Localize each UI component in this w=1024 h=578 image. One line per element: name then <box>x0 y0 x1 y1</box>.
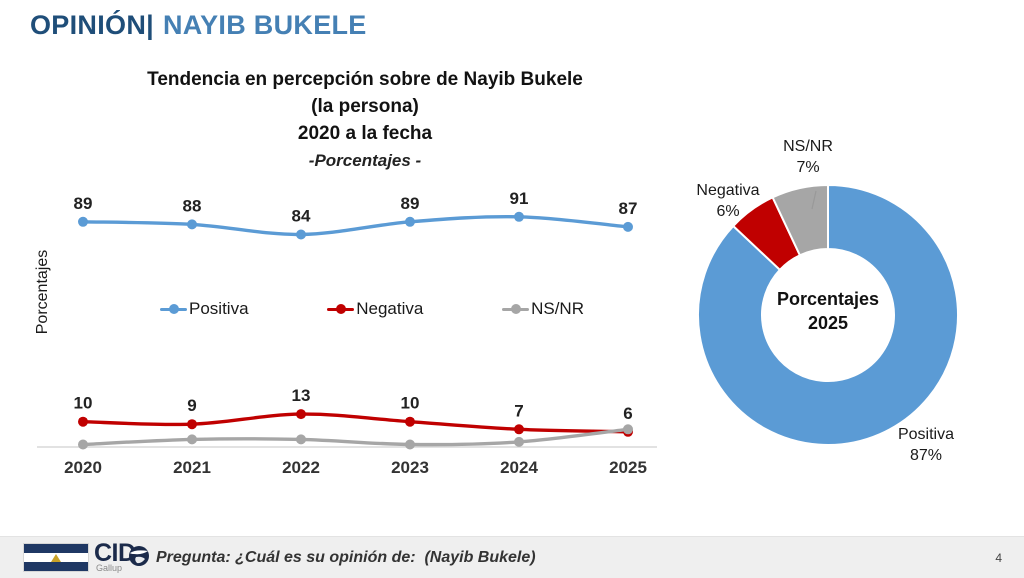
series-point-Positiva <box>623 221 633 232</box>
brand-name: CID <box>94 539 136 567</box>
page-number: 4 <box>995 550 1002 565</box>
data-label-Positiva: 91 <box>510 189 529 208</box>
legend-item-nsnr: NS/NR <box>502 299 584 319</box>
data-label-Negativa: 13 <box>292 386 311 405</box>
el-salvador-flag-icon <box>24 544 88 571</box>
series-point-NS/NR <box>78 439 88 450</box>
donut-chart-svg <box>697 183 959 446</box>
nsnr-line-marker-icon <box>502 303 530 315</box>
series-point-Negativa <box>296 409 306 420</box>
brand-sub: Gallup <box>96 563 123 573</box>
data-label-Negativa: 10 <box>74 394 93 413</box>
donut-slice-Positiva <box>697 183 959 446</box>
series-point-Positiva <box>187 219 197 230</box>
donut-label-positiva: Positiva 87% <box>897 426 955 464</box>
line-chart-svg: 2020 2021 2022 2023 2024 2025 89 88 84 89 91 87 10 9 1… <box>37 189 657 477</box>
legend-label-positiva: Positiva <box>189 299 249 318</box>
x-tick-label: 2021 <box>173 458 211 477</box>
donut-chart <box>678 165 978 465</box>
series-point-Positiva <box>514 211 524 222</box>
data-label-Positiva: 87 <box>619 199 638 218</box>
globe-icon <box>129 546 149 566</box>
legend-item-positiva: Positiva <box>160 299 249 319</box>
chart-title-line-3: 2020 a la fecha <box>297 123 433 144</box>
data-label-Negativa: 10 <box>401 394 420 413</box>
series-line-Negativa <box>81 412 630 434</box>
chart-title: Tendencia en percepción sobre de Nayib B… <box>80 66 650 174</box>
series-point-Negativa <box>78 416 88 427</box>
series-point-NS/NR <box>514 436 524 447</box>
donut-label-negativa: Negativa 6% <box>696 182 760 220</box>
legend-label-negativa: Negativa <box>356 299 424 318</box>
data-label-Positiva: 84 <box>292 207 311 226</box>
series-point-Positiva <box>405 216 415 227</box>
x-tick-label: 2022 <box>282 458 320 477</box>
legend-label-nsnr: NS/NR <box>531 299 584 318</box>
data-label-Positiva: 89 <box>401 194 420 213</box>
data-label-Negativa: 7 <box>514 401 523 420</box>
flag-emblem-icon <box>51 553 61 562</box>
x-tick-label: 2024 <box>500 458 538 477</box>
series-point-NS/NR <box>623 424 633 435</box>
series-point-Positiva <box>78 216 88 227</box>
positiva-line-marker-icon <box>160 303 187 315</box>
series-point-Negativa <box>514 424 524 435</box>
cid-gallup-logo: CID Gallup <box>94 539 136 574</box>
x-tick-label: 2020 <box>64 458 102 477</box>
data-label-Negativa: 6 <box>623 404 632 423</box>
x-tick-label: 2025 <box>609 458 647 477</box>
data-label-Negativa: 9 <box>187 396 196 415</box>
chart-legend: Positiva Negativa NS/NR <box>160 299 584 319</box>
chart-title-line-1: Tendencia en percepción sobre de Nayib B… <box>147 69 583 90</box>
series-line-Positiva <box>81 214 630 237</box>
series-point-Negativa <box>187 419 197 430</box>
series-line-NS/NR <box>81 427 630 447</box>
series-point-NS/NR <box>296 434 306 445</box>
trend-line-chart: 2020 2021 2022 2023 2024 2025 89 88 84 89 91 87 10 9 1… <box>35 185 665 485</box>
header-section: OPINIÓN| <box>30 10 154 40</box>
header-subject: NAYIB BUKELE <box>162 10 367 40</box>
series-point-NS/NR <box>405 439 415 450</box>
data-label-Positiva: 88 <box>183 196 202 215</box>
series-point-Negativa <box>405 416 415 427</box>
survey-question-text: Pregunta: ¿Cuál es su opinión de: (Nayib… <box>156 548 536 566</box>
chart-subtitle: -Porcentajes - <box>308 151 422 170</box>
slide-footer: CID Gallup Pregunta: ¿Cuál es su opinión… <box>0 536 1024 578</box>
nsnr-leader-line <box>811 190 817 210</box>
chart-title-line-2: (la persona) <box>311 96 419 117</box>
negativa-line-marker-icon <box>327 303 355 315</box>
x-tick-label: 2023 <box>391 458 429 477</box>
slide-header: OPINIÓN| NAYIB BUKELE <box>30 10 367 41</box>
series-point-NS/NR <box>187 434 197 445</box>
series-point-Positiva <box>296 229 306 240</box>
legend-item-negativa: Negativa <box>327 299 423 319</box>
donut-slice-NS/NR <box>771 183 829 257</box>
data-label-Positiva: 89 <box>74 194 93 213</box>
donut-center-label: Porcentajes 2025 <box>776 289 880 333</box>
donut-label-nsnr: NS/NR 7% <box>783 138 833 176</box>
